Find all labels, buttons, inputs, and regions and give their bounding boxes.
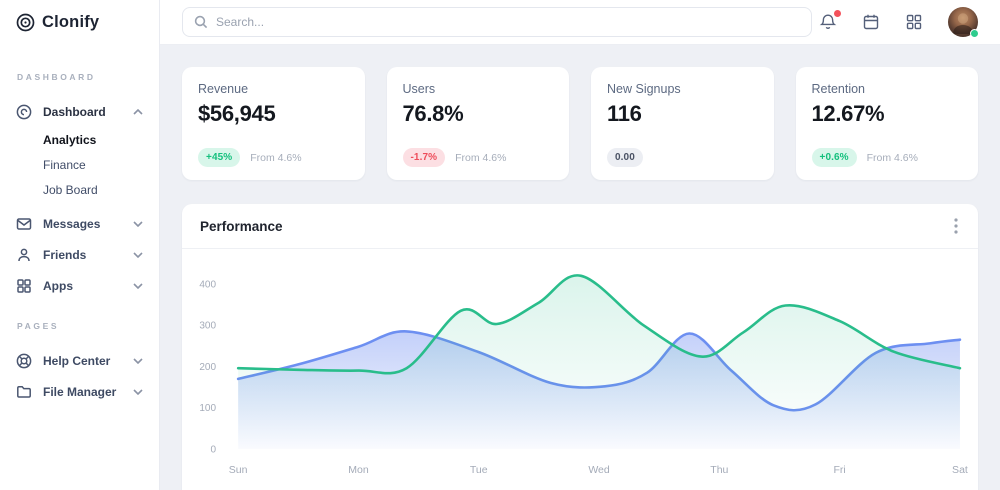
sidebar-item-file-manager[interactable]: File Manager [0,376,159,407]
sidebar-item-label: Messages [43,216,101,231]
x-axis-label: Tue [470,464,488,476]
sidebar-item-analytics[interactable]: Analytics [43,132,97,147]
x-axis-label: Wed [588,464,610,476]
sidebar-item-label: Help Center [43,353,111,368]
search-box[interactable] [182,7,812,37]
x-axis-label: Sun [229,464,248,476]
y-tick-label: 0 [211,445,217,456]
stat-value: 116 [607,101,642,126]
online-status-dot [970,29,979,38]
chevron-down-icon [133,388,143,395]
trend-badge: +45% [198,148,241,167]
trend-badge: 0.00 [607,148,643,167]
sidebar-item-label: File Manager [43,384,117,399]
folder-icon [17,385,31,398]
stat-note: From 4.6% [866,151,918,164]
main-area: Revenue $56,945 +45% From 4.6% Users 76.… [160,0,1000,490]
dashboard-sub-list: Analytics Finance Job Board [0,127,159,202]
x-axis-label: Sat [952,464,968,476]
x-axis-label: Mon [348,464,369,476]
avatar-person-icon [953,13,973,34]
sidebar-item-messages[interactable]: Messages [0,208,159,239]
topbar [160,0,1000,45]
sidebar-item-label: Apps [43,278,73,293]
stat-card-revenue[interactable]: Revenue $56,945 +45% From 4.6% [182,67,365,180]
page-content: Revenue $56,945 +45% From 4.6% Users 76.… [160,45,1000,490]
performance-title: Performance [200,218,283,234]
sidebar: Clonify DASHBOARD Dashboard Analytics Fi… [0,0,160,490]
person-icon [18,248,30,261]
calendar-icon [863,14,879,30]
user-avatar[interactable] [948,7,979,38]
disc-icon [16,104,32,119]
stat-note: From 4.6% [455,151,507,164]
stat-label: Users [402,82,436,96]
clonify-logo-icon [16,13,35,32]
chevron-up-icon [133,108,143,115]
stat-card-users[interactable]: Users 76.8% -1.7% From 4.6% [386,67,569,180]
stat-note: From 4.6% [250,151,302,164]
x-axis-label: Thu [710,464,728,476]
calendar-button[interactable] [862,13,880,31]
notification-dot [834,10,841,17]
chevron-down-icon [133,251,143,258]
chevron-down-icon [133,357,143,364]
sidebar-item-help-center[interactable]: Help Center [0,345,159,376]
brand-name: Clonify [42,13,100,31]
kebab-icon [954,218,958,234]
stat-card-retention[interactable]: Retention 12.67% +0.6% From 4.6% [795,67,978,180]
performance-chart: 0 100 200 300 400 Sun Mon Tue Wed Thu Fri Sat [182,249,978,490]
search-icon [194,15,208,29]
brand-logo[interactable]: Clonify [0,0,159,42]
chevron-down-icon [133,220,143,227]
sidebar-section-pages: PAGES [17,321,60,331]
y-tick-label: 300 [199,321,216,332]
series-green-area [238,275,960,449]
y-tick-label: 400 [199,280,216,291]
apps-grid-icon [906,14,922,30]
search-input[interactable] [216,15,800,29]
sidebar-item-label: Friends [43,247,87,262]
grid-icon [17,278,31,293]
apps-menu-button[interactable] [905,13,923,31]
bell-icon [819,14,837,29]
sidebar-item-dashboard[interactable]: Dashboard [0,96,159,127]
x-axis-label: Fri [834,464,846,476]
stat-value: 76.8% [402,101,464,126]
y-tick-label: 200 [199,362,216,373]
sidebar-item-finance[interactable]: Finance [43,157,86,172]
sidebar-item-apps[interactable]: Apps [0,270,159,301]
chevron-down-icon [133,282,143,289]
stat-label: New Signups [607,82,681,96]
sidebar-item-friends[interactable]: Friends [0,239,159,270]
stat-card-new-signups[interactable]: New Signups 116 0.00 [591,67,774,180]
envelope-icon [16,217,32,230]
trend-badge: -1.7% [402,148,446,167]
stat-value: 12.67% [811,101,885,126]
stat-value: $56,945 [198,101,276,126]
topbar-actions [819,7,979,38]
performance-card: Performance 0 100 200 300 400 Sun Mon Tue Wed Thu… [182,204,978,490]
performance-chart-svg: 0 100 200 300 400 Sun Mon Tue Wed Thu Fri Sat [199,274,968,476]
series-green-line [236,274,962,375]
sidebar-section-dashboard: DASHBOARD [17,72,96,82]
life-buoy-icon [16,353,32,368]
notifications-button[interactable] [819,10,841,31]
stat-cards-row: Revenue $56,945 +45% From 4.6% Users 76.… [182,67,978,180]
y-tick-label: 100 [199,403,216,414]
trend-badge: +0.6% [811,148,857,167]
stat-label: Revenue [198,82,249,96]
sidebar-item-label: Dashboard [43,104,106,119]
sidebar-item-job-board[interactable]: Job Board [43,182,98,197]
kebab-menu-button[interactable] [952,216,960,236]
performance-card-header: Performance [182,204,978,249]
stat-label: Retention [811,82,866,96]
